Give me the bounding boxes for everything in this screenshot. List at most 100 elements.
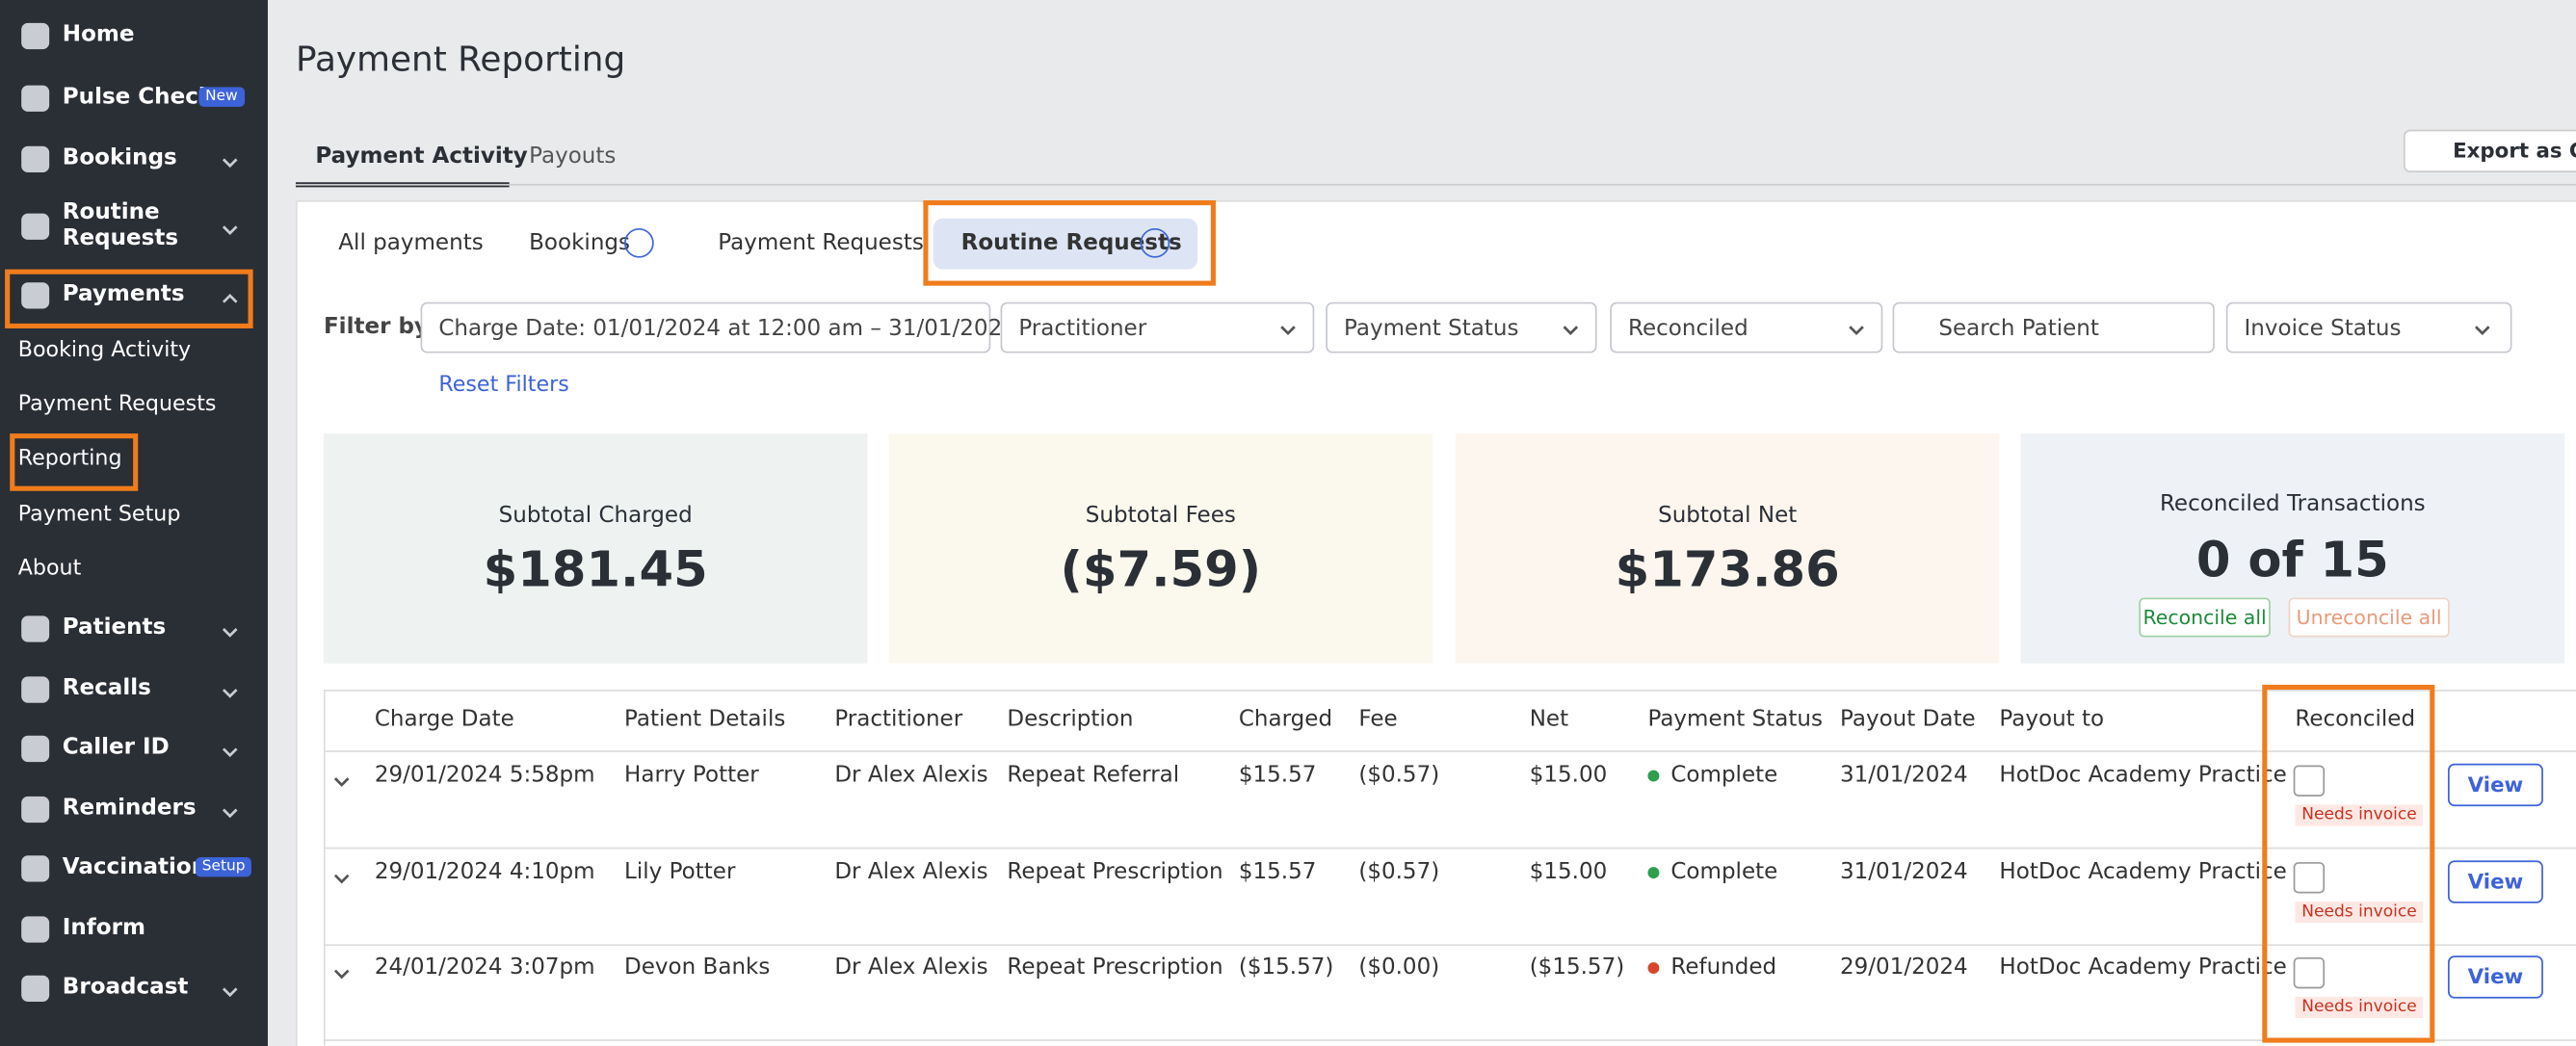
cell: Repeat Referral	[1007, 762, 1180, 789]
cell: ($15.57)	[1238, 954, 1334, 981]
chevron	[221, 620, 240, 638]
dropdown[interactable]: Invoice Status	[2225, 301, 2512, 353]
search-box[interactable]: Search Patient	[1892, 301, 2215, 353]
submenu-item[interactable]: Payment Setup	[17, 502, 181, 527]
column-header: Payout to	[1999, 706, 2105, 733]
column-header: Practitioner	[834, 706, 963, 733]
chevron	[1561, 319, 1580, 336]
nav-badge: Setup	[195, 856, 252, 877]
submenu-item[interactable]: About	[17, 556, 82, 582]
checkbox[interactable]	[2293, 956, 2326, 989]
chevron	[221, 801, 240, 819]
view-button[interactable]: View	[2447, 859, 2543, 902]
nav-item[interactable]: Pulse Check	[62, 83, 214, 111]
nav-item[interactable]: Inform	[62, 914, 145, 941]
subtab[interactable]: Payment Requests	[718, 229, 924, 256]
nav-item[interactable]: Broadcast	[62, 974, 189, 1001]
column-header: Net	[1529, 706, 1569, 733]
subtab[interactable]: All payments	[338, 229, 484, 256]
invoice-badge: Needs invoice	[2295, 996, 2424, 1019]
nav-icon	[21, 85, 50, 112]
date-filter[interactable]: Charge Date: 01/01/2024 at 12:00 am – 31…	[420, 301, 1016, 353]
card-label: Reconciled Transactions	[2159, 490, 2426, 518]
cell: $15.00	[1529, 857, 1608, 885]
view-button[interactable]: View	[2447, 763, 2543, 807]
card-value: $181.45	[483, 541, 708, 600]
highlight-box	[2262, 684, 2435, 1043]
highlight-box	[5, 269, 253, 328]
tab[interactable]: Payment Activity	[315, 143, 528, 170]
dropdown-text: Reconciled	[1628, 315, 1748, 342]
card-label: Subtotal Charged	[498, 502, 693, 529]
status-dot	[1647, 770, 1660, 782]
nav-item[interactable]: Bookings	[62, 144, 177, 171]
export-label: Export as CSV	[2453, 138, 2576, 163]
nav-icon	[21, 213, 50, 240]
tab[interactable]: Payouts	[529, 143, 617, 170]
cell: 29/01/2024 4:10pm	[374, 857, 595, 885]
summary-card: Subtotal Net $173.86	[1455, 433, 2000, 664]
table-frame	[323, 690, 2576, 1046]
cell: Dr Alex Alexis	[834, 857, 988, 885]
nav-item[interactable]: Home	[62, 21, 135, 48]
nav-badge: New	[198, 87, 245, 107]
cell: HotDoc Academy Practice	[1999, 954, 2287, 981]
row-divider	[323, 1039, 2576, 1041]
row-divider	[323, 750, 2576, 752]
nav-icon	[21, 735, 50, 763]
checkbox[interactable]	[2293, 861, 2326, 893]
subtab[interactable]: Bookings	[529, 229, 631, 256]
nav-icon	[21, 676, 50, 703]
cell: ($0.00)	[1358, 954, 1440, 981]
nav-item[interactable]: Caller ID	[62, 734, 170, 761]
export-button[interactable]: Export as CSV	[2403, 129, 2576, 173]
cell: Dr Alex Alexis	[834, 954, 988, 981]
dropdown[interactable]: Payment Status	[1326, 301, 1597, 353]
cell: Complete	[1670, 857, 1778, 885]
cell: $15.57	[1238, 857, 1317, 885]
chevron	[331, 771, 351, 787]
unreconcile-button[interactable]: Unreconcile all	[2288, 597, 2450, 638]
info-icon	[1140, 227, 1170, 258]
cell: Harry Potter	[624, 762, 759, 789]
submenu-item[interactable]: Payment Requests	[17, 392, 217, 418]
submenu-item[interactable]: Reporting	[17, 447, 122, 472]
nav-item[interactable]: Reminders	[62, 795, 197, 822]
checkbox[interactable]	[2293, 765, 2326, 797]
chevron	[221, 151, 240, 169]
nav-item[interactable]: Vaccinations	[62, 853, 221, 880]
card-value: $173.86	[1615, 541, 1840, 600]
column-header: Charge Date	[374, 706, 514, 733]
nav-item[interactable]: Patients	[62, 614, 167, 641]
cell: Lily Potter	[624, 857, 736, 885]
cell: 24/01/2024 3:07pm	[374, 954, 595, 981]
reconcile-button[interactable]: Reconcile all	[2139, 597, 2271, 638]
tab-rule	[295, 183, 2576, 186]
summary-card: Subtotal Charged $181.45	[323, 433, 868, 664]
nav-item[interactable]: Routine Requests	[62, 198, 179, 251]
view-button[interactable]: View	[2447, 955, 2543, 999]
cell: 29/01/2024 5:58pm	[374, 762, 595, 789]
nav-icon	[21, 916, 50, 943]
column-header: Charged	[1238, 706, 1333, 733]
reset-filters[interactable]: Reset Filters	[438, 373, 569, 398]
submenu-item[interactable]: Booking Activity	[17, 338, 192, 363]
dropdown[interactable]: Practitioner	[1000, 301, 1315, 353]
cell: 31/01/2024	[1840, 762, 1968, 789]
cell: 29/01/2024	[1840, 954, 1968, 981]
column-header: Payment Status	[1647, 706, 1823, 733]
cell: Refunded	[1670, 954, 1777, 981]
cell: 31/01/2024	[1840, 857, 1968, 885]
highlight-box	[923, 199, 1216, 286]
status-dot	[1647, 962, 1660, 975]
nav-item[interactable]: Recalls	[62, 674, 151, 701]
column-header: Reconciled	[2295, 706, 2416, 733]
nav-item[interactable]: Payments	[62, 280, 185, 307]
chevron	[1847, 319, 1866, 336]
dropdown[interactable]: Reconciled	[1610, 301, 1883, 353]
nav-icon	[21, 282, 50, 309]
card-label: Subtotal Fees	[1085, 502, 1236, 529]
invoice-badge: Needs invoice	[2295, 901, 2424, 923]
chevron	[221, 741, 240, 758]
